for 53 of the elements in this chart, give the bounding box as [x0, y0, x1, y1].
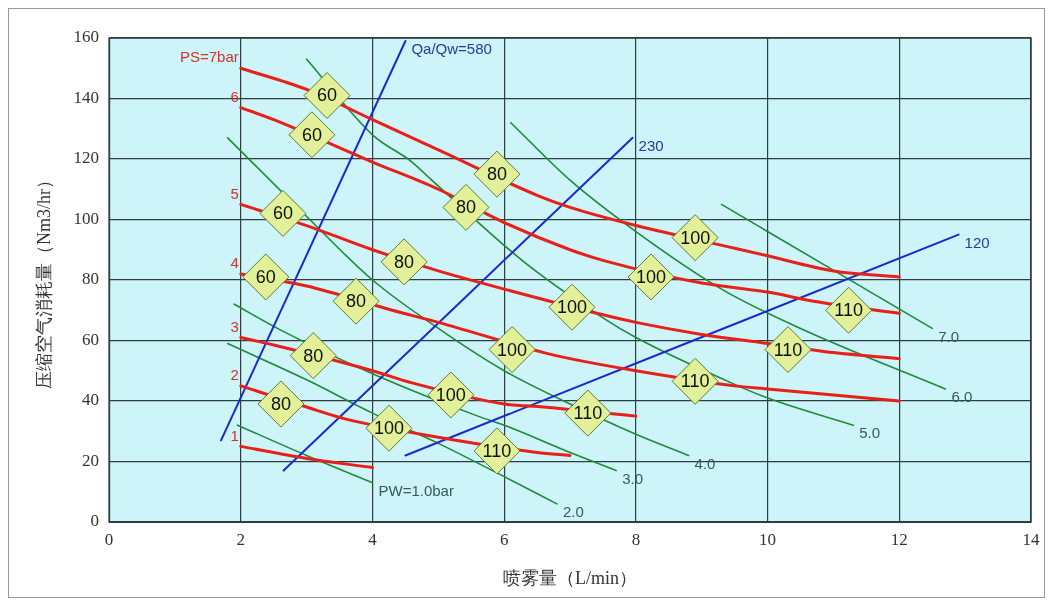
y-axis-title: 压缩空气消耗量（Nm3/hr）	[33, 171, 54, 389]
x-tick-label: 8	[631, 529, 641, 549]
series-label: 2.0	[562, 502, 584, 520]
series-label: PW=1.0bar	[378, 481, 454, 499]
annotation: 100	[497, 339, 528, 360]
annotation: 80	[455, 197, 477, 218]
series-label: 120	[964, 233, 990, 251]
y-tick-label: 100	[73, 208, 100, 228]
annotation: 80	[303, 345, 324, 366]
y-tick-label: 140	[73, 87, 100, 107]
annotation: 110	[834, 300, 863, 321]
annotation: 110	[773, 339, 803, 360]
annotation: 100	[636, 266, 667, 287]
x-tick-label: 4	[368, 529, 378, 549]
y-tick-label: 80	[82, 269, 100, 289]
annotation: 60	[301, 124, 322, 145]
y-tick-label: 20	[82, 450, 100, 470]
x-axis-title: 喷雾量（L/min）	[503, 567, 638, 588]
annotation: 60	[317, 85, 338, 106]
annotation: 110	[573, 403, 603, 424]
y-tick-label: 160	[73, 27, 100, 47]
y-tick-label: 40	[82, 390, 100, 410]
annotation: 100	[680, 227, 711, 248]
annotation: 60	[272, 203, 293, 224]
x-tick-label: 2	[236, 529, 246, 549]
series-label: Qa/Qw=580	[411, 40, 492, 58]
y-tick-label: 120	[73, 148, 100, 168]
annotation: 60	[255, 266, 276, 287]
x-tick-label: 0	[104, 529, 114, 549]
annotation: 80	[394, 251, 415, 272]
series-label: 1	[230, 426, 239, 444]
x-tick-label: 14	[1022, 529, 1040, 549]
series-label: 5	[230, 184, 239, 202]
series-label: 3	[230, 317, 239, 335]
annotation: 110	[482, 440, 512, 461]
y-tick-label: 0	[90, 511, 100, 531]
annotation: 110	[680, 371, 710, 392]
x-tick-label: 12	[890, 529, 908, 549]
series-label: 4	[230, 254, 239, 272]
line-series	[226, 342, 558, 505]
series-label: PS=7bar	[180, 48, 239, 66]
series-label: 230	[638, 136, 664, 154]
annotation: 80	[486, 164, 507, 185]
x-tick-label: 10	[759, 529, 777, 549]
series-label: 5.0	[859, 424, 881, 442]
y-tick-label: 60	[82, 329, 100, 349]
x-tick-label: 6	[499, 529, 509, 549]
annotation: 100	[557, 297, 588, 318]
annotation: 80	[270, 393, 291, 414]
annotation: 100	[373, 418, 404, 439]
annotation: 80	[346, 291, 367, 312]
series-label: 2	[230, 366, 239, 384]
annotation: 100	[435, 384, 466, 405]
